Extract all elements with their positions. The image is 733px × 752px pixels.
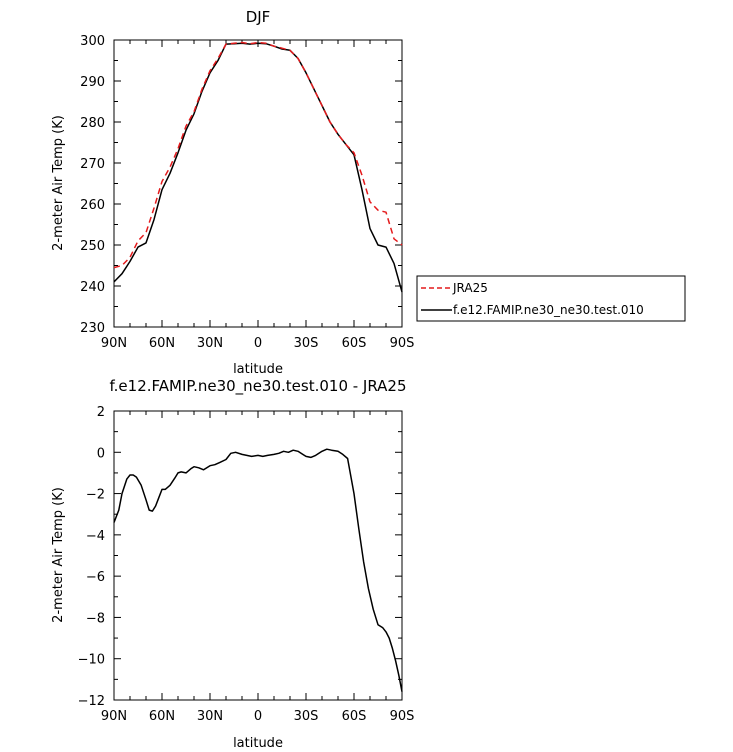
bottom-x-tick-label: 0	[254, 709, 262, 724]
top-x-tick-label: 0	[254, 336, 262, 351]
top-y-tick-label: 240	[80, 280, 105, 295]
bottom-y-tick-label: −10	[78, 653, 105, 668]
top-x-tick-label: 60S	[342, 336, 367, 351]
top-x-tick-label: 30S	[294, 336, 319, 351]
bottom-x-tick-label: 60N	[149, 709, 175, 724]
top-chart-title: DJF	[246, 8, 271, 26]
top-y-tick-label: 270	[80, 157, 105, 172]
top-plot-frame	[113, 39, 403, 328]
legend: JRA25 f.e12.FAMIP.ne30_ne30.test.010	[416, 275, 686, 322]
top-x-tick-label: 60N	[149, 336, 175, 351]
bottom-x-tick-label: 60S	[342, 709, 367, 724]
top-y-tick-label: 300	[80, 34, 105, 49]
bottom-x-tick-label: 30S	[294, 709, 319, 724]
top-y-tick-label: 250	[80, 239, 105, 254]
bottom-plot-frame	[113, 410, 403, 701]
top-y-axis-title: 2-meter Air Temp (K)	[51, 115, 66, 251]
bottom-x-tick-label: 90N	[101, 709, 127, 724]
legend-label-jra25: JRA25	[452, 281, 488, 295]
bottom-x-tick-label: 30N	[197, 709, 223, 724]
bottom-y-tick-label: −2	[86, 488, 105, 503]
top-y-tick-label: 280	[80, 116, 105, 131]
bottom-y-tick-label: −6	[86, 570, 105, 585]
top-series-jra25-line	[113, 41, 403, 269]
bottom-series	[113, 448, 403, 692]
top-y-tick-label: 230	[80, 321, 105, 336]
top-series	[113, 41, 403, 293]
top-x-tick-label: 90S	[390, 336, 415, 351]
top-ticks: 90N 60N 30N 0 30S 60S 90S 230 240 250 260 270 280 290…	[80, 34, 414, 351]
top-x-axis-title: latitude	[233, 362, 283, 377]
top-y-tick-label: 290	[80, 75, 105, 90]
bottom-x-tick-label: 90S	[390, 709, 415, 724]
bottom-y-tick-label: 2	[97, 405, 105, 420]
top-x-tick-label: 90N	[101, 336, 127, 351]
top-panel: DJF 90N 60N 30N 0 30S 60S 90S 230 240 250 260 270 28…	[51, 8, 414, 377]
bottom-ticks: 90N 60N 30N 0 30S 60S 90S −12 −10 −8 −6 −4 −2 0 2	[78, 405, 415, 724]
bottom-y-tick-label: −4	[86, 529, 105, 544]
bottom-y-tick-label: −8	[86, 611, 105, 626]
legend-label-model: f.e12.FAMIP.ne30_ne30.test.010	[453, 303, 644, 317]
bottom-chart-title: f.e12.FAMIP.ne30_ne30.test.010 - JRA25	[109, 377, 406, 396]
bottom-y-axis-title: 2-meter Air Temp (K)	[51, 487, 66, 623]
top-y-tick-label: 260	[80, 198, 105, 213]
bottom-y-tick-label: 0	[97, 446, 105, 461]
bottom-x-axis-title: latitude	[233, 736, 283, 751]
top-x-tick-label: 30N	[197, 336, 223, 351]
top-series-model-line	[113, 42, 403, 293]
bottom-panel: f.e12.FAMIP.ne30_ne30.test.010 - JRA25 9…	[51, 377, 414, 751]
bottom-y-tick-label: −12	[78, 694, 105, 709]
bottom-series-difference-line	[113, 448, 403, 692]
legend-frame	[416, 275, 686, 322]
